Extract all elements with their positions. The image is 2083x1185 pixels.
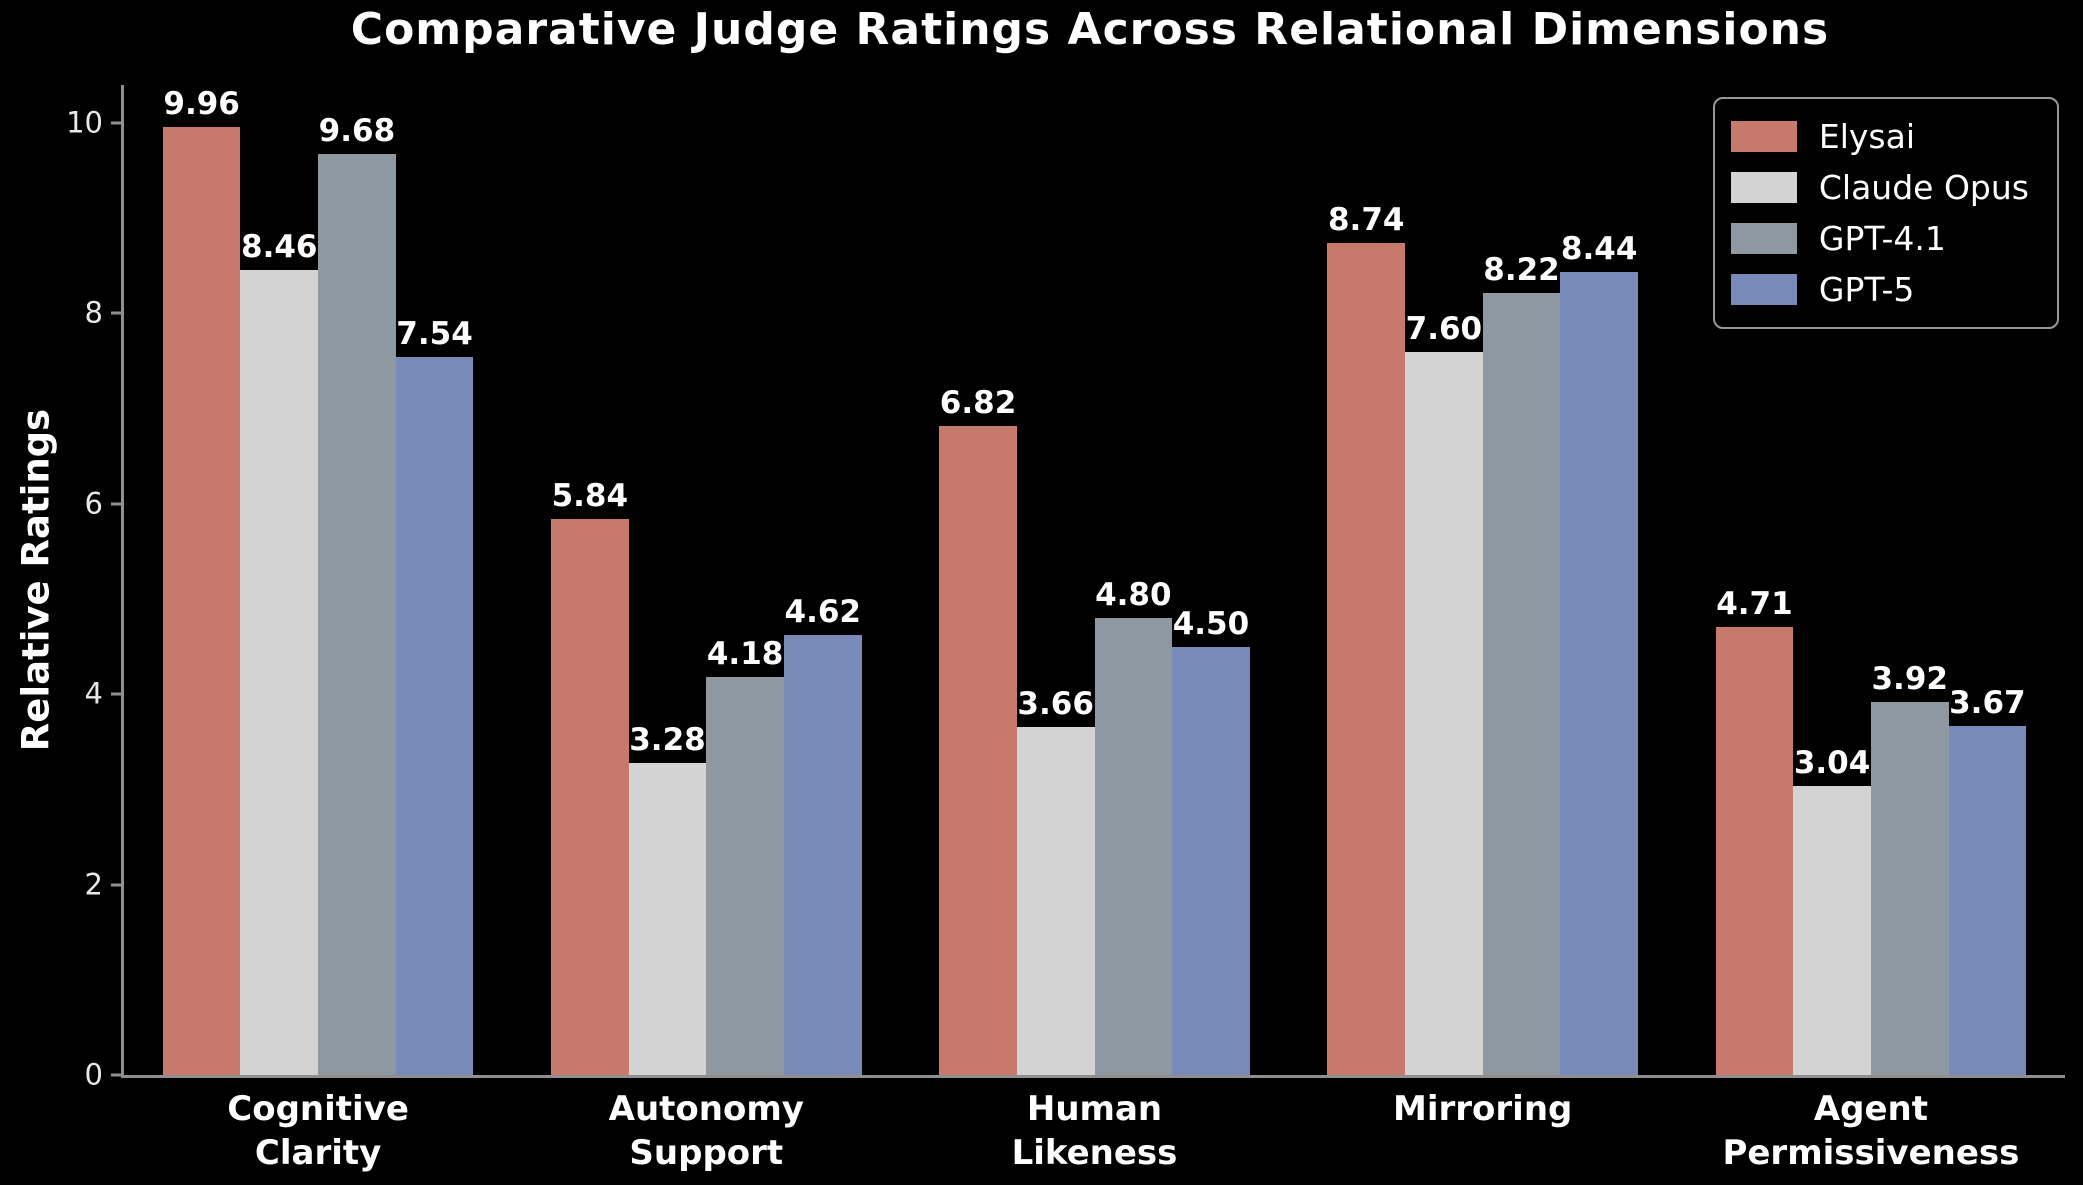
bar-value-label: 4.80 xyxy=(1095,577,1172,614)
bar: 8.46 xyxy=(240,231,319,1075)
bar-value-label: 9.96 xyxy=(163,85,240,122)
y-tick-mark xyxy=(111,502,124,506)
legend: Elysai Claude Opus GPT-4.1 GPT-5 xyxy=(1712,97,2059,329)
bar: 3.28 xyxy=(628,724,707,1075)
y-tick-label: 0 xyxy=(84,1057,103,1092)
legend-swatch xyxy=(1730,223,1797,254)
bar: 4.62 xyxy=(783,597,862,1075)
x-tick-label: Mirroring xyxy=(1393,1089,1573,1129)
bar: 7.54 xyxy=(395,319,474,1075)
y-tick: 8 xyxy=(84,295,124,330)
bar-value-label: 8.74 xyxy=(1327,202,1405,239)
chart-title: Comparative Judge Ratings Across Relatio… xyxy=(350,4,1830,55)
bar-value-label: 7.54 xyxy=(396,316,473,353)
bar-value-label: 4.62 xyxy=(784,594,862,631)
bar-groups-container: 9.96 8.46 9.68 7.54 Cognitive Clarity 5.84 3.2… xyxy=(124,85,2065,1173)
bar-group: 5.84 3.28 4.18 4.62 Autonomy Support xyxy=(512,85,900,1173)
legend-item: Elysai xyxy=(1730,111,2029,162)
bar: 3.92 xyxy=(1870,663,1949,1075)
bar-value-label: 4.71 xyxy=(1716,585,1793,622)
bar: 4.50 xyxy=(1172,608,1250,1075)
y-tick: 2 xyxy=(85,870,124,899)
y-tick-label: 10 xyxy=(66,105,103,140)
bar: 9.68 xyxy=(318,115,396,1075)
bar-value-label: 4.18 xyxy=(706,636,784,673)
bar-value-label: 5.84 xyxy=(551,478,629,515)
bar-value-label: 8.46 xyxy=(241,228,318,265)
bar-group: 4.71 3.04 3.92 3.67 Agent Permissiveness xyxy=(1677,85,2065,1173)
bar: 5.84 xyxy=(551,481,629,1075)
bar-value-label: 3.67 xyxy=(1949,684,2026,721)
bar-value-label: 6.82 xyxy=(939,384,1017,421)
bar: 3.04 xyxy=(1793,747,1871,1075)
y-axis-label: Relative Ratings xyxy=(14,408,58,752)
legend-item: GPT-5 xyxy=(1730,264,2029,315)
bar-group: 6.82 3.66 4.80 4.50 Human Likeness xyxy=(900,85,1288,1173)
x-tick-label: Autonomy Support xyxy=(608,1089,804,1174)
x-tick-label: Cognitive Clarity xyxy=(227,1089,409,1174)
bar-value-label: 3.92 xyxy=(1871,660,1948,697)
bar-value-label: 8.44 xyxy=(1560,230,1638,267)
y-tick-label: 4 xyxy=(84,676,103,711)
bar: 7.60 xyxy=(1405,313,1483,1075)
y-tick: 0 xyxy=(84,1057,124,1092)
x-tick-label: Agent Permissiveness xyxy=(1722,1089,2020,1174)
y-tick-mark xyxy=(111,692,124,696)
bar-value-label: 4.50 xyxy=(1172,605,1250,642)
bar: 8.22 xyxy=(1482,254,1561,1075)
bar: 8.74 xyxy=(1327,205,1406,1075)
bar: 4.18 xyxy=(706,639,784,1075)
bar-value-label: 7.60 xyxy=(1405,310,1483,347)
plot-area: 9.96 8.46 9.68 7.54 Cognitive Clarity 5.84 3.2… xyxy=(66,85,2065,1173)
x-tick-label: Human Likeness xyxy=(1011,1089,1178,1174)
legend-label: GPT-4.1 xyxy=(1818,219,1946,258)
bar-value-label: 3.28 xyxy=(629,721,706,758)
y-tick: 6 xyxy=(85,489,124,518)
bar-value-label: 8.22 xyxy=(1483,251,1560,288)
y-tick-label: 6 xyxy=(84,486,103,521)
bar-group: 8.74 7.60 8.22 8.44 Mirroring xyxy=(1289,85,1677,1129)
legend-swatch xyxy=(1730,172,1797,203)
bar: 4.71 xyxy=(1715,588,1794,1075)
y-tick-mark xyxy=(111,883,124,887)
legend-item: Claude Opus xyxy=(1730,162,2029,213)
bar-group: 9.96 8.46 9.68 7.54 Cognitive Clarity xyxy=(124,85,512,1173)
y-tick-mark xyxy=(111,311,124,315)
legend-swatch xyxy=(1730,121,1797,152)
y-tick-mark xyxy=(111,1073,124,1077)
legend-label: Elysai xyxy=(1818,117,1916,156)
y-tick-label: 2 xyxy=(84,867,103,902)
legend-label: Claude Opus xyxy=(1818,168,2029,207)
y-tick: 4 xyxy=(84,676,124,711)
bar: 3.67 xyxy=(1948,687,2027,1075)
legend-item: GPT-4.1 xyxy=(1730,213,2029,264)
y-tick: 10 xyxy=(66,105,124,140)
y-tick-label: 8 xyxy=(84,295,103,330)
bar: 3.66 xyxy=(1016,688,1095,1075)
legend-swatch xyxy=(1730,274,1797,305)
legend-label: GPT-5 xyxy=(1818,270,1915,309)
bar: 8.44 xyxy=(1560,233,1638,1075)
bar-value-label: 9.68 xyxy=(318,112,396,149)
bar: 9.96 xyxy=(162,88,241,1075)
bar-value-label: 3.04 xyxy=(1793,744,1871,781)
bar-value-label: 3.66 xyxy=(1017,685,1094,722)
y-tick-mark xyxy=(111,121,124,125)
bar: 6.82 xyxy=(939,387,1017,1075)
bar: 4.80 xyxy=(1094,580,1173,1075)
